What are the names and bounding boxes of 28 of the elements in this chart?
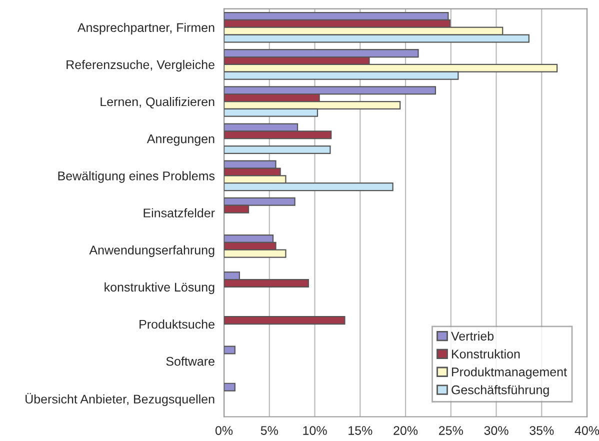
y-tick-label: Produktsuche bbox=[140, 320, 214, 329]
x-tick-label: 35% bbox=[530, 426, 554, 435]
x-tick-label: 40% bbox=[574, 426, 599, 435]
legend-label: Produktmanagement bbox=[452, 367, 567, 379]
x-tick-label: 15% bbox=[348, 426, 372, 435]
x-tick-label: 25% bbox=[439, 426, 463, 435]
x-tick-label: 20% bbox=[394, 426, 418, 435]
x-tick-label: 30% bbox=[484, 426, 508, 435]
legend-label: Vertrieb bbox=[451, 331, 494, 341]
y-tick-label: Übersicht Anbieter, Bezugsquellen bbox=[26, 392, 214, 406]
y-tick-label: Einsatzfelder bbox=[144, 208, 215, 218]
bar bbox=[224, 382, 236, 392]
legend-label: Geschäftsführung bbox=[452, 385, 549, 397]
x-tick-label: 0% bbox=[215, 426, 233, 435]
y-tick-label: Bewältigung eines Problems bbox=[58, 171, 215, 183]
y-tick-label: Ansprechpartner, Firmen bbox=[77, 22, 214, 34]
x-tick-label: 10% bbox=[303, 426, 327, 435]
bar bbox=[224, 145, 331, 154]
y-tick-label: konstruktive Lösung bbox=[104, 282, 214, 294]
y-tick-label: Anregungen bbox=[146, 134, 214, 146]
x-tick-label: 5% bbox=[260, 426, 278, 435]
bar bbox=[224, 346, 236, 354]
bar bbox=[224, 316, 346, 325]
y-tick-label: Anwendungserfahrung bbox=[89, 245, 214, 257]
y-tick-label: Lernen, Qualifizieren bbox=[100, 97, 214, 108]
legend-label: Konstruktion bbox=[452, 349, 520, 358]
y-tick-label: Referenzsuche, Vergleiche bbox=[66, 60, 214, 72]
y-tick-label: Software bbox=[166, 356, 214, 366]
